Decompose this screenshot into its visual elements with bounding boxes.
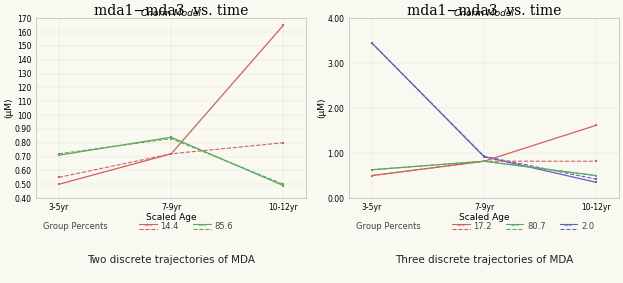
Text: ***: *** — [510, 224, 520, 229]
Y-axis label: (μM): (μM) — [317, 98, 326, 118]
Y-axis label: (μM): (μM) — [4, 98, 13, 118]
Text: 2.0: 2.0 — [581, 222, 594, 231]
Text: ***: *** — [457, 224, 466, 229]
Text: ***: *** — [564, 224, 574, 229]
X-axis label: Scaled Age: Scaled Age — [146, 213, 196, 222]
Text: Three discrete trajectories of MDA: Three discrete trajectories of MDA — [395, 255, 573, 265]
Text: ***: *** — [143, 224, 153, 229]
Text: 80.7: 80.7 — [527, 222, 546, 231]
Title: mda1−mda3  vs. time: mda1−mda3 vs. time — [94, 4, 249, 18]
X-axis label: Scaled Age: Scaled Age — [459, 213, 510, 222]
Text: 85.6: 85.6 — [214, 222, 233, 231]
Text: Cnorm Model: Cnorm Model — [141, 9, 201, 18]
Text: Cnorm Model: Cnorm Model — [454, 9, 514, 18]
Text: Group Percents: Group Percents — [42, 222, 107, 231]
Text: 17.2: 17.2 — [473, 222, 492, 231]
Text: Group Percents: Group Percents — [356, 222, 421, 231]
Text: Two discrete trajectories of MDA: Two discrete trajectories of MDA — [87, 255, 255, 265]
Text: ***: *** — [197, 224, 207, 229]
Text: 14.4: 14.4 — [160, 222, 179, 231]
Title: mda1−mda3  vs. time: mda1−mda3 vs. time — [407, 4, 561, 18]
